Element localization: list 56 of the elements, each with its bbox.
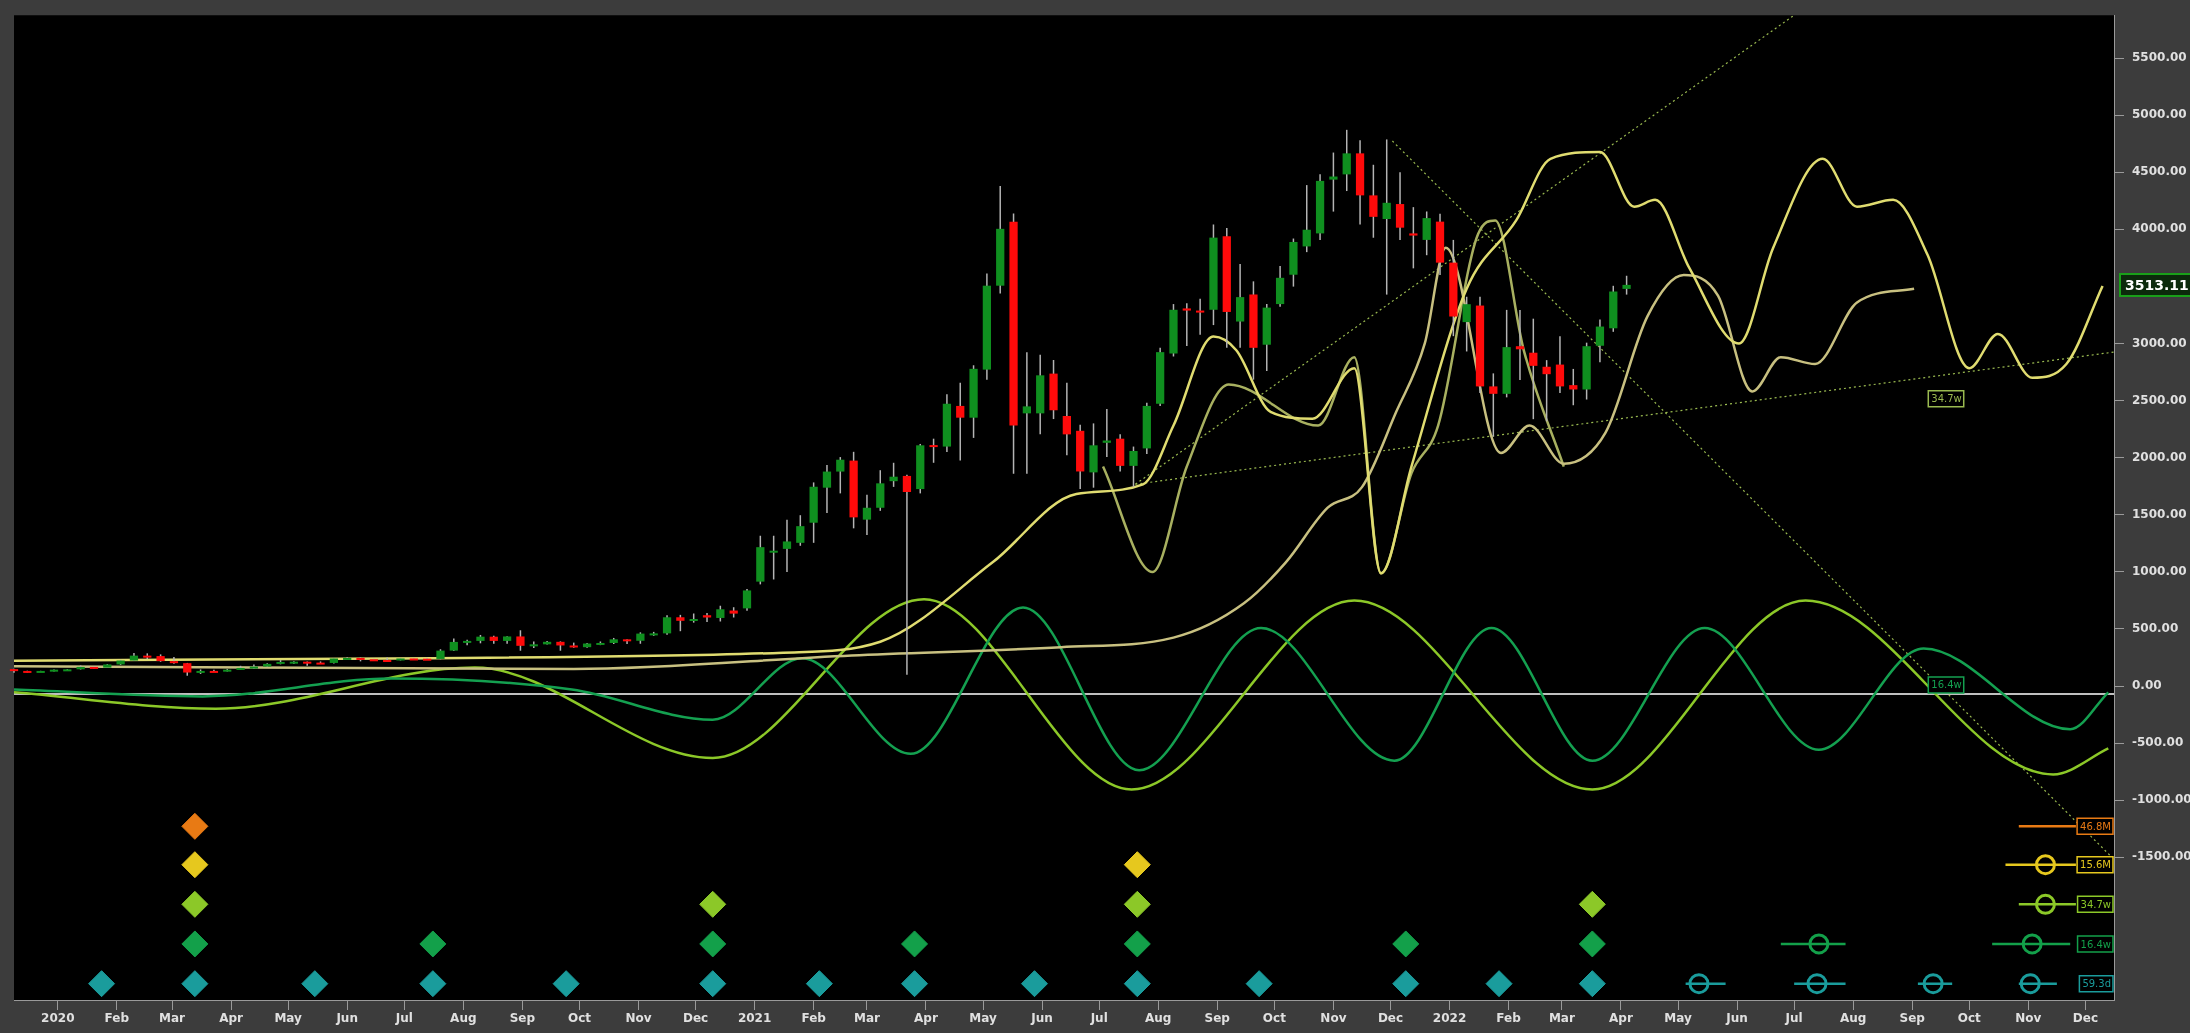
x-tick-label: 2020: [41, 1011, 75, 1026]
x-tick-label: Nov: [1320, 1011, 1347, 1026]
text: 3513.11: [2125, 276, 2189, 293]
y-tick-label: -500.00: [2132, 735, 2184, 750]
x-tick-label: Aug: [450, 1011, 477, 1026]
x-tick-label: Jul: [1784, 1011, 1803, 1026]
y-tick-label: 500.00: [2132, 621, 2179, 636]
x-tick-label: Jun: [1030, 1011, 1053, 1026]
y-tick-label: 5000.00: [2132, 107, 2187, 122]
x-tick-label: Jul: [394, 1011, 413, 1026]
x-tick-label: Sep: [509, 1011, 536, 1026]
x-tick-label: May: [1664, 1011, 1692, 1026]
text: 15.6M: [2080, 859, 2112, 871]
x-tick-label: Jun: [335, 1011, 358, 1026]
x-tick-label: Sep: [1899, 1011, 1926, 1026]
x-tick-label: Dec: [2072, 1011, 2099, 1026]
x-tick-label: Dec: [1377, 1011, 1404, 1026]
x-tick-label: Oct: [1957, 1011, 1982, 1026]
x-tick-label: Apr: [219, 1011, 244, 1026]
y-tick-label: 0.00: [2132, 678, 2162, 693]
y-tick-label: 1500.00: [2132, 506, 2187, 521]
x-tick-label: Nov: [2015, 1011, 2042, 1026]
x-tick-label: Aug: [1839, 1011, 1867, 1026]
y-tick-label: 4000.00: [2132, 221, 2187, 236]
series-label: 34.7w: [1931, 393, 1962, 405]
x-tick-label: Mar: [1548, 1011, 1575, 1026]
x-tick-label: Oct: [1262, 1011, 1287, 1026]
text: 59.3d: [2082, 978, 2112, 990]
x-tick-label: Jun: [1725, 1011, 1748, 1026]
series-label: 46.8M: [2080, 820, 2112, 832]
x-tick-label: May: [274, 1011, 303, 1026]
y-tick-label: 1000.00: [2132, 563, 2187, 578]
x-tick-label: Feb: [104, 1011, 130, 1026]
y-tick-label: 5500.00: [2132, 50, 2187, 65]
x-tick-label: Aug: [1145, 1011, 1172, 1026]
x-tick-label: Dec: [682, 1011, 709, 1026]
x-tick-label: Feb: [1496, 1011, 1522, 1026]
series-label: 16.4w: [1931, 679, 1962, 691]
y-tick-label: 2000.00: [2132, 449, 2187, 464]
x-tick-label: Nov: [625, 1011, 652, 1026]
x-tick-label: Apr: [1608, 1011, 1633, 1026]
x-tick-label: May: [969, 1011, 997, 1026]
text: 34.7w: [2080, 898, 2112, 910]
y-tick-label: 2500.00: [2132, 392, 2187, 407]
series-label: 16.4w: [2080, 938, 2112, 950]
x-tick-label: Jul: [1089, 1011, 1108, 1026]
x-tick-label: Feb: [801, 1011, 827, 1026]
x-tick-label: 2021: [737, 1011, 772, 1026]
x-tick-label: 2022: [1432, 1011, 1467, 1026]
y-tick-label: 3000.00: [2132, 335, 2187, 350]
x-tick-label: Oct: [567, 1011, 592, 1026]
x-tick-label: Sep: [1204, 1011, 1231, 1026]
x-tick-label: Apr: [914, 1011, 938, 1026]
x-tick-label: Mar: [159, 1011, 186, 1026]
x-tick-label: Mar: [853, 1011, 880, 1026]
y-tick-label: 4500.00: [2132, 164, 2187, 179]
